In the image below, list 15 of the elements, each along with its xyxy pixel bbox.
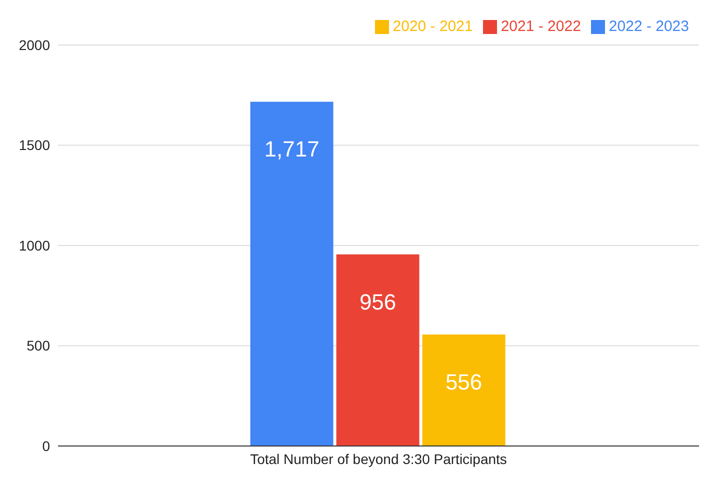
data-label: 956 bbox=[359, 289, 396, 314]
x-tick-label: Total Number of beyond 3:30 Participants bbox=[250, 450, 507, 467]
data-label: 1,717 bbox=[264, 136, 320, 162]
y-tick-label: 2000 bbox=[18, 36, 50, 53]
y-tick-label: 1000 bbox=[18, 237, 50, 254]
data-label: 556 bbox=[445, 370, 482, 395]
bar bbox=[250, 102, 334, 446]
bar bbox=[422, 334, 506, 446]
legend-label: 2022 - 2023 bbox=[608, 18, 689, 35]
legend-label: 2021 - 2022 bbox=[500, 18, 581, 35]
bar bbox=[336, 254, 420, 446]
y-tick-label: 1500 bbox=[18, 137, 50, 154]
legend-label: 2020 - 2021 bbox=[392, 18, 473, 35]
y-tick-label: 500 bbox=[26, 338, 50, 354]
y-tick-label: 0 bbox=[42, 438, 50, 454]
